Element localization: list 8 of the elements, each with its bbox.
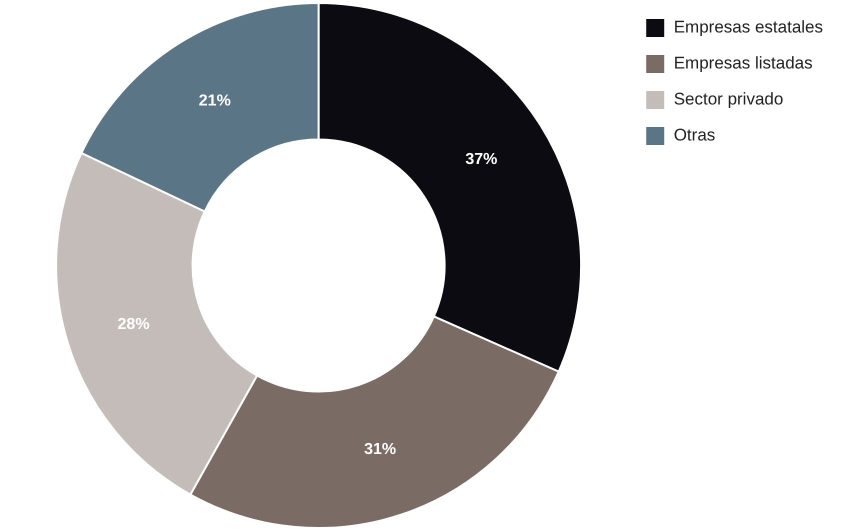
legend-label: Otras: [674, 126, 716, 145]
data-label: 21%: [198, 92, 231, 110]
legend-label: Empresas estatales: [674, 18, 824, 37]
data-label: 37%: [465, 150, 498, 168]
legend-label: Sector privado: [674, 90, 784, 109]
data-label: 31%: [364, 441, 396, 458]
legend-label: Empresas listadas: [674, 54, 813, 73]
data-label: 28%: [118, 316, 150, 333]
